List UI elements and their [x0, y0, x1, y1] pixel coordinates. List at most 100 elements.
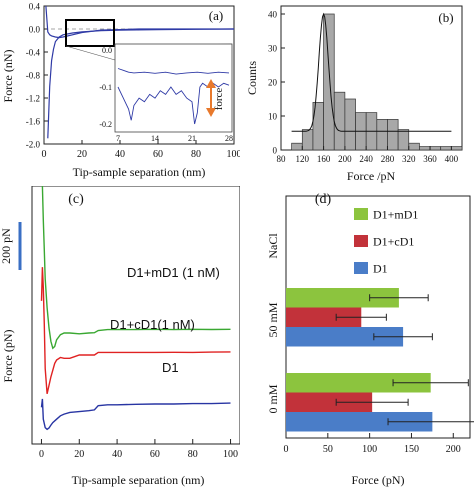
y-tick-label-a: -2.0: [26, 140, 41, 150]
histogram-bar: [397, 129, 410, 151]
force-curve-chart-c: 200 pN 0 20 40 60 80 100 D1+mD1 (1 nM) D1+cD1…: [0, 186, 240, 487]
x-tick-label-b: 360: [423, 154, 437, 164]
panel-label-a: (a): [209, 8, 223, 23]
x-axis-label-c: Tip-sample separation (nm): [72, 473, 205, 487]
curve-a-0: [47, 28, 235, 139]
bar-d1-md1: [286, 288, 399, 308]
x-tick-label-b: 200: [338, 154, 352, 164]
y-tick-label-b: 40: [268, 10, 278, 20]
legend-swatch: [354, 208, 368, 220]
legend-label-d: D1+mD1: [373, 208, 418, 222]
y-tick-label-a: -1.6: [26, 117, 41, 127]
x-tick-label-d: 200: [446, 444, 461, 455]
gaussian-fit-curve: [291, 12, 452, 132]
inset-annotation: force: [213, 88, 225, 111]
scale-bar-label: 200 pN: [0, 228, 13, 264]
panel-label-d: (d): [315, 192, 332, 207]
curve-c-0: [41, 186, 231, 350]
x-axis-label-d: Force (pN): [352, 473, 405, 487]
histogram-bar: [451, 146, 463, 151]
x-axis-label-b: Force /pN: [347, 169, 396, 183]
x-tick-label-b: 80: [277, 154, 287, 164]
group-label-nacl: NaCl: [266, 233, 280, 259]
inset-x-tick-label: 28: [225, 134, 233, 143]
inset-x-tick-label: 14: [151, 134, 159, 143]
zoom-region-box: [65, 19, 115, 47]
plot-frame-c: [31, 186, 240, 445]
histogram-bar: [333, 91, 346, 151]
inset-x-tick-label: 21: [188, 134, 196, 143]
y-tick-label-a: 0.0: [29, 25, 41, 35]
y-tick-label-b: 0: [273, 146, 278, 156]
histogram-bar: [429, 146, 442, 151]
x-tick-label-b: 160: [317, 154, 331, 164]
histogram-bar: [301, 129, 314, 151]
histogram-bar: [376, 119, 388, 151]
x-tick-label-c: 60: [150, 449, 160, 460]
bar-d1-cd1: [286, 307, 362, 327]
histogram-bar: [291, 142, 303, 151]
histogram-bar: [323, 13, 335, 151]
force-curve-chart-a: -2.0-1.6-1.2-0.8-0.40.00.4 0 20 40 60 80 100 …: [1, 2, 241, 180]
legend-label-d: D1: [373, 262, 388, 276]
y-tick-label-b: 20: [268, 78, 278, 88]
x-tick-label-a: 60: [153, 149, 163, 160]
y-tick-label-a: 0.4: [29, 2, 41, 12]
legend-swatch: [354, 262, 368, 274]
legend-label-D1: D1: [162, 360, 179, 375]
force-arrow-head-bottom: [206, 108, 216, 117]
histogram-chart-b: 0 10 20 30 40 80 120 160 200 240 280 320 360 400 (b)…: [245, 5, 463, 183]
bar-d1-cd1: [286, 392, 373, 412]
curve-c-1: [40, 267, 231, 394]
histogram-bar: [440, 146, 452, 151]
legend-label-cD1: D1+cD1(1 nM): [110, 317, 195, 332]
histogram-bar: [419, 146, 431, 151]
x-tick-label-d: 100: [362, 444, 377, 455]
bar-chart-d: 0 50 100 150 200 D1+mD1 D1+cD1 D1 0 mM 50 mM N…: [266, 192, 474, 487]
curve-c-2: [40, 398, 231, 431]
y-axis-label-b: Counts: [245, 61, 259, 95]
x-tick-label-c: 20: [74, 449, 84, 460]
y-tick-label-b: 10: [268, 112, 278, 122]
x-tick-label-b: 240: [359, 154, 373, 164]
legend-label-mD1: D1+mD1 (1 nM): [127, 265, 220, 280]
x-tick-label-a: 40: [115, 149, 125, 160]
x-tick-label-d: 150: [404, 444, 419, 455]
x-tick-label-a: 0: [42, 149, 47, 160]
inset-y-tick-label: -0.2: [99, 120, 112, 129]
panel-label-b: (b): [438, 10, 453, 25]
x-tick-label-c: 40: [112, 449, 122, 460]
y-tick-label-a: -1.2: [26, 94, 40, 104]
inset-y-tick-label: -0.1: [99, 83, 112, 92]
y-axis-label-a: Force (nN): [1, 50, 15, 103]
legend-swatch: [354, 235, 368, 247]
y-tick-label-a: -0.8: [26, 71, 41, 81]
x-tick-label-c: 100: [223, 449, 238, 460]
x-axis-label-a: Tip-sample separation (nm): [73, 165, 206, 179]
inset-x-tick-label: 7: [116, 134, 120, 143]
force-arrow-head-top: [206, 79, 216, 88]
curve-a-1: [45, 5, 234, 39]
panel-label-c: (c): [68, 192, 84, 207]
x-tick-label-c: 0: [39, 449, 44, 460]
histogram-bar: [387, 119, 399, 151]
group-label-50mM: 50 mM: [266, 302, 280, 337]
bar-d1: [286, 327, 404, 347]
x-tick-label-b: 320: [402, 154, 416, 164]
x-tick-label-a: 20: [77, 149, 87, 160]
x-tick-label-d: 50: [323, 444, 333, 455]
y-tick-label-b: 30: [268, 44, 278, 54]
histogram-bar: [408, 142, 420, 151]
x-tick-label-c: 80: [188, 449, 198, 460]
inset-curve-0: [117, 68, 230, 75]
x-tick-label-d: 0: [284, 444, 289, 455]
x-tick-label-b: 120: [296, 154, 310, 164]
x-tick-label-a: 100: [227, 149, 241, 160]
bar-d1-md1: [286, 373, 431, 393]
y-axis-label-c: Force (pN): [1, 330, 15, 383]
histogram-bar: [344, 98, 356, 151]
y-tick-label-a: -0.4: [26, 48, 41, 58]
x-tick-label-a: 80: [191, 149, 201, 160]
x-tick-label-b: 280: [381, 154, 395, 164]
bar-d1: [286, 412, 433, 432]
